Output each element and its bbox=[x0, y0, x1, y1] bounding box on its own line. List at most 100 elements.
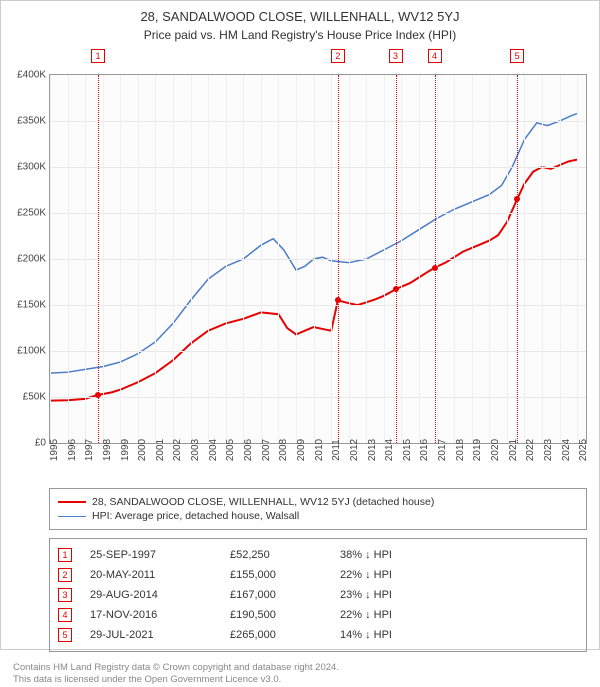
x-tick-label: 2024 bbox=[561, 439, 572, 461]
x-tick-label: 2019 bbox=[472, 439, 483, 461]
x-gridline bbox=[542, 75, 543, 443]
marker-line bbox=[435, 75, 436, 443]
x-tick-label: 2016 bbox=[419, 439, 430, 461]
x-gridline bbox=[155, 75, 156, 443]
x-tick-label: 2002 bbox=[172, 439, 183, 461]
x-tick-label: 1996 bbox=[67, 439, 78, 461]
marker-dot bbox=[514, 196, 520, 202]
x-tick-label: 2008 bbox=[278, 439, 289, 461]
y-gridline bbox=[50, 305, 586, 306]
x-tick-label: 2012 bbox=[349, 439, 360, 461]
tx-date: 29-AUG-2014 bbox=[90, 589, 230, 601]
x-gridline bbox=[366, 75, 367, 443]
x-gridline bbox=[560, 75, 561, 443]
x-tick-label: 2004 bbox=[208, 439, 219, 461]
marker-line bbox=[517, 75, 518, 443]
y-tick-label: £400K bbox=[17, 70, 46, 81]
legend-label: HPI: Average price, detached house, Wals… bbox=[92, 510, 299, 522]
footer: Contains HM Land Registry data © Crown c… bbox=[13, 662, 587, 687]
x-tick-label: 2007 bbox=[261, 439, 272, 461]
transactions-table: 125-SEP-1997£52,25038% ↓ HPI 2 20-MAY-2011… bbox=[49, 538, 587, 652]
y-gridline bbox=[50, 167, 586, 168]
y-tick-label: £50K bbox=[23, 392, 46, 403]
x-tick-label: 2001 bbox=[155, 439, 166, 461]
tx-number: 4 bbox=[58, 608, 72, 622]
tx-diff: 22% ↓ HPI bbox=[340, 569, 392, 581]
x-gridline bbox=[314, 75, 315, 443]
x-tick-label: 2025 bbox=[578, 439, 589, 461]
x-tick-label: 2021 bbox=[508, 439, 519, 461]
x-gridline bbox=[226, 75, 227, 443]
transaction-row: 125-SEP-1997£52,25038% ↓ HPI bbox=[58, 545, 578, 565]
x-gridline bbox=[208, 75, 209, 443]
footer-line1: Contains HM Land Registry data © Crown c… bbox=[13, 662, 587, 674]
marker-line bbox=[396, 75, 397, 443]
tx-number: 3 bbox=[58, 588, 72, 602]
x-tick-label: 1999 bbox=[120, 439, 131, 461]
y-tick-label: £200K bbox=[17, 254, 46, 265]
x-tick-label: 2011 bbox=[331, 439, 342, 461]
x-tick-label: 2005 bbox=[225, 439, 236, 461]
x-gridline bbox=[524, 75, 525, 443]
x-gridline bbox=[437, 75, 438, 443]
marker-line bbox=[98, 75, 99, 443]
tx-diff: 14% ↓ HPI bbox=[340, 629, 392, 641]
tx-price: £265,000 bbox=[230, 629, 340, 641]
y-gridline bbox=[50, 397, 586, 398]
tx-diff: 23% ↓ HPI bbox=[340, 589, 392, 601]
legend-row: HPI: Average price, detached house, Wals… bbox=[58, 509, 578, 523]
tx-price: £155,000 bbox=[230, 569, 340, 581]
y-tick-label: £300K bbox=[17, 162, 46, 173]
tx-number: 2 bbox=[58, 568, 72, 582]
chart-plot-area: £0£50K£100K£150K£200K£250K£300K£350K£400… bbox=[49, 74, 587, 444]
x-gridline bbox=[68, 75, 69, 443]
x-tick-label: 2017 bbox=[437, 439, 448, 461]
marker-dot bbox=[432, 265, 438, 271]
y-gridline bbox=[50, 351, 586, 352]
title-main: 28, SANDALWOOD CLOSE, WILLENHALL, WV12 5… bbox=[1, 1, 599, 24]
transaction-row: 417-NOV-2016£190,50022% ↓ HPI bbox=[58, 605, 578, 625]
marker-dot bbox=[393, 286, 399, 292]
x-gridline bbox=[419, 75, 420, 443]
tx-diff: 22% ↓ HPI bbox=[340, 609, 392, 621]
x-gridline bbox=[261, 75, 262, 443]
y-tick-label: £250K bbox=[17, 208, 46, 219]
x-gridline bbox=[384, 75, 385, 443]
x-gridline bbox=[507, 75, 508, 443]
x-tick-label: 1998 bbox=[102, 439, 113, 461]
x-gridline bbox=[401, 75, 402, 443]
tx-price: £167,000 bbox=[230, 589, 340, 601]
tx-date: 29-JUL-2021 bbox=[90, 629, 230, 641]
y-tick-label: £0 bbox=[35, 438, 46, 449]
marker-dot bbox=[335, 297, 341, 303]
tx-price: £52,250 bbox=[230, 549, 340, 561]
title-sub: Price paid vs. HM Land Registry's House … bbox=[1, 24, 599, 48]
x-tick-label: 2020 bbox=[490, 439, 501, 461]
tx-date: 20-MAY-2011 bbox=[90, 569, 230, 581]
x-gridline bbox=[173, 75, 174, 443]
legend-label: 28, SANDALWOOD CLOSE, WILLENHALL, WV12 5… bbox=[92, 496, 434, 508]
x-axis: 1995199619971998199920002001200220032004… bbox=[49, 444, 587, 484]
x-gridline bbox=[243, 75, 244, 443]
marker-box: 4 bbox=[428, 49, 442, 63]
x-tick-label: 2000 bbox=[137, 439, 148, 461]
x-tick-label: 2022 bbox=[525, 439, 536, 461]
x-tick-label: 2014 bbox=[384, 439, 395, 461]
x-gridline bbox=[85, 75, 86, 443]
x-gridline bbox=[577, 75, 578, 443]
y-tick-label: £100K bbox=[17, 346, 46, 357]
legend-row: 28, SANDALWOOD CLOSE, WILLENHALL, WV12 5… bbox=[58, 495, 578, 509]
x-gridline bbox=[103, 75, 104, 443]
marker-box: 2 bbox=[331, 49, 345, 63]
y-tick-label: £350K bbox=[17, 116, 46, 127]
x-gridline bbox=[489, 75, 490, 443]
legend-swatch bbox=[58, 501, 86, 503]
tx-price: £190,500 bbox=[230, 609, 340, 621]
marker-box: 3 bbox=[389, 49, 403, 63]
y-gridline bbox=[50, 121, 586, 122]
tx-number: 5 bbox=[58, 628, 72, 642]
y-tick-label: £150K bbox=[17, 300, 46, 311]
x-tick-label: 2023 bbox=[543, 439, 554, 461]
tx-diff: 38% ↓ HPI bbox=[340, 549, 392, 561]
y-axis: £0£50K£100K£150K£200K£250K£300K£350K£400… bbox=[4, 75, 48, 443]
